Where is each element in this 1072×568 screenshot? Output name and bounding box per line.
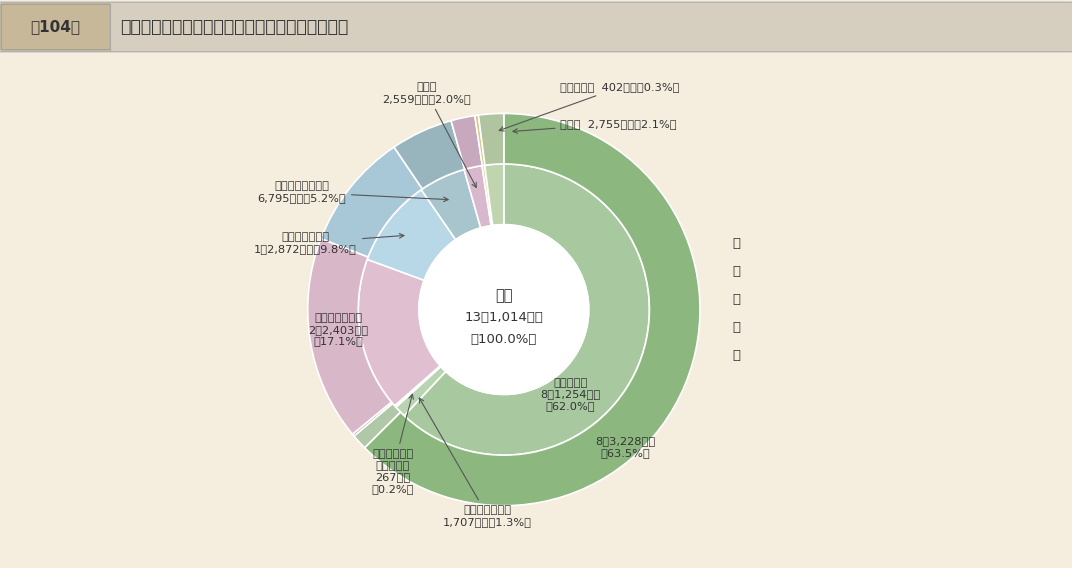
Wedge shape [353,402,392,436]
Wedge shape [354,403,401,448]
Text: 13兆1,014億円: 13兆1,014億円 [464,311,544,324]
Wedge shape [308,239,391,434]
Text: 総務費
2,559億円（2.0%）: 総務費 2,559億円（2.0%） [383,82,476,187]
Text: その他の給付費
1,707億円（1.3%）: その他の給付費 1,707億円（1.3%） [419,398,532,527]
Text: 保

険

給

付

費: 保 険 給 付 費 [732,237,741,362]
Wedge shape [394,120,464,189]
Wedge shape [358,260,441,406]
Text: 第104図: 第104図 [31,19,80,35]
Wedge shape [475,115,485,166]
Text: 老人保健拠出金
2兆2,403億円
（17.1%）: 老人保健拠出金 2兆2,403億円 （17.1%） [308,313,368,346]
Wedge shape [364,114,700,506]
Wedge shape [478,114,504,165]
Wedge shape [421,169,480,240]
Text: その他  2,755億円（2.1%）: その他 2,755億円（2.1%） [512,119,678,133]
Wedge shape [482,165,493,225]
Wedge shape [396,366,446,416]
Text: 共同事業拠出金
1兆2,872億円（9.8%）: 共同事業拠出金 1兆2,872億円（9.8%） [254,232,404,254]
Wedge shape [321,147,422,257]
Text: 国民健康保険事業の歳出決算の状況（事業勘定）: 国民健康保険事業の歳出決算の状況（事業勘定） [120,18,348,36]
Wedge shape [485,164,504,225]
Wedge shape [464,166,491,228]
Circle shape [419,224,589,395]
Text: 保健事業費  402億円（0.3%）: 保健事業費 402億円（0.3%） [500,82,680,131]
Wedge shape [404,164,650,455]
Wedge shape [394,366,441,407]
FancyBboxPatch shape [1,4,110,50]
Text: 療養諸費等
8兆1,254億円
（62.0%）: 療養諸費等 8兆1,254億円 （62.0%） [540,378,600,411]
Text: 介護給付費納付金
6,795億円（5.2%）: 介護給付費納付金 6,795億円（5.2%） [257,182,448,203]
Text: 歳出: 歳出 [495,288,512,303]
FancyBboxPatch shape [0,2,1072,52]
Text: 診療報酬審査
支払手数料
267億円
（0.2%）: 診療報酬審査 支払手数料 267億円 （0.2%） [371,394,414,494]
Wedge shape [368,190,456,280]
Text: （100.0%）: （100.0%） [471,333,537,346]
Text: 8兆3,228億円
（63.5%）: 8兆3,228億円 （63.5%） [595,436,655,458]
Wedge shape [451,115,482,169]
